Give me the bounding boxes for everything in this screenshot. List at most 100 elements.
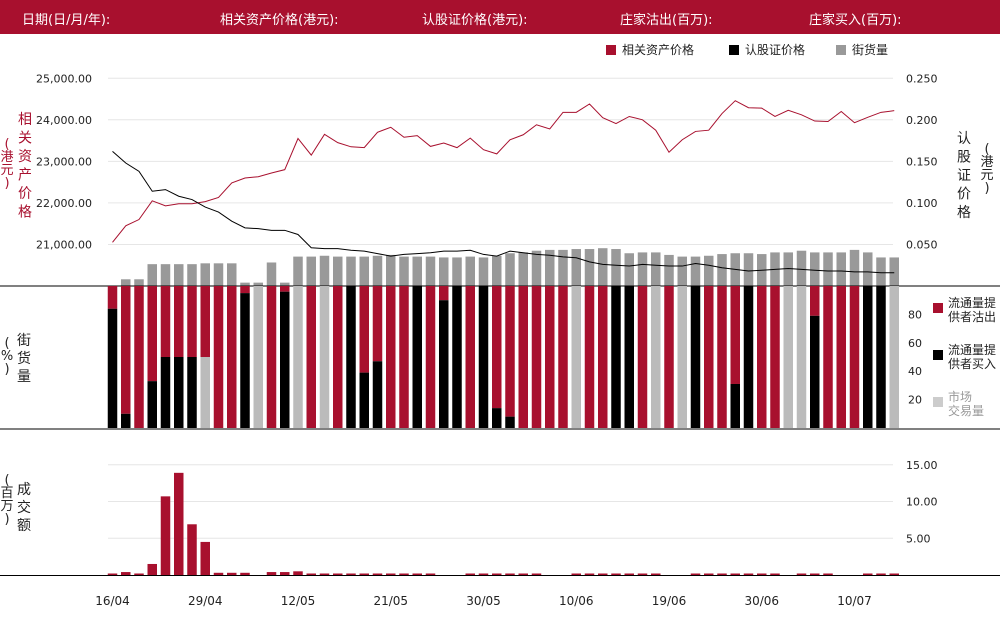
outstanding-bar: [611, 249, 621, 286]
middle-axis-title-char: 街: [17, 333, 31, 349]
x-tick-label: 12/05: [281, 594, 316, 608]
turnover-bar: [518, 573, 528, 575]
market-volume-bar: [889, 286, 899, 428]
mm-sell-bar: [147, 286, 157, 382]
y-left-tick-label: 23,000.00: [36, 155, 92, 168]
mm-sell-bar: [757, 286, 767, 428]
outstanding-bar: [598, 248, 608, 286]
turnover-bar: [478, 573, 489, 575]
mm-sell-bar: [518, 286, 528, 428]
y-left-axis-title-char: 关: [18, 131, 32, 147]
mm-sell-bar: [333, 286, 343, 428]
mm-sell-bar: [425, 286, 436, 428]
y-left-axis-unit-char: (: [4, 137, 9, 152]
turnover-bar: [333, 573, 343, 575]
outstanding-bar: [425, 256, 436, 286]
outstanding-bar: [187, 264, 197, 286]
bottom-tick-label: 5.00: [906, 532, 931, 545]
mm-buy-bar: [743, 286, 754, 428]
bottom-axis-title-char: 额: [17, 518, 31, 534]
mm-sell-bar: [730, 286, 740, 384]
mm-buy-bar: [439, 300, 449, 428]
y-right-axis-title-char: 认: [957, 131, 971, 147]
y-left-axis-title-char: 产: [18, 168, 32, 184]
market-volume-bar: [293, 286, 303, 428]
turnover-bar: [584, 573, 595, 575]
mm-sell-bar: [399, 286, 409, 428]
turnover-bar: [134, 573, 144, 575]
mm-sell-bar: [558, 286, 568, 428]
outstanding-bar: [863, 252, 873, 286]
mm-sell-bar: [174, 286, 184, 357]
chart-header: 日期(日/月/年): 相关资产价格(港元): 认股证价格(港元): 庄家沽出(百…: [0, 0, 1000, 34]
mm-sell-bar: [836, 286, 846, 428]
x-tick-label: 29/04: [188, 594, 223, 608]
turnover-bar: [280, 572, 290, 575]
mm-sell-bar: [849, 286, 860, 428]
outstanding-bar: [319, 255, 330, 286]
legend-market-label: 市场: [948, 389, 972, 404]
y-left-axis-title-char: 价: [18, 186, 32, 202]
bottom-axis-unit-char: ): [4, 512, 9, 527]
outstanding-bar: [584, 249, 595, 286]
outstanding-bar: [439, 257, 449, 286]
mm-buy-bar: [147, 381, 157, 428]
outstanding-bar: [200, 263, 210, 286]
mm-sell-bar: [704, 286, 714, 428]
y-left-tick-label: 22,000.00: [36, 197, 92, 210]
x-tick-label: 21/05: [373, 594, 408, 608]
outstanding-bar: [836, 252, 846, 286]
outstanding-bar: [412, 256, 422, 286]
y-right-axis-title-char: 格: [957, 205, 971, 221]
asset-price-line: [112, 100, 895, 243]
turnover-bar: [306, 573, 316, 575]
mm-sell-bar: [810, 286, 820, 316]
market-volume-bar: [319, 286, 330, 428]
mm-sell-bar: [584, 286, 595, 428]
mm-sell-bar: [227, 286, 237, 428]
y-left-tick-label: 24,000.00: [36, 114, 92, 127]
outstanding-bar: [266, 262, 277, 286]
y-right-axis-unit-char: 元: [980, 168, 993, 183]
bottom-axis-unit-char: 百: [0, 486, 13, 501]
turnover-bar: [412, 573, 422, 575]
y-right-tick-label: 0.050: [906, 238, 938, 251]
outstanding-bar: [624, 253, 634, 286]
mm-sell-bar: [439, 286, 449, 301]
mm-buy-bar: [160, 357, 171, 428]
mm-sell-bar: [266, 286, 277, 428]
mm-buy-bar: [107, 308, 118, 428]
asset-price-label: 相关资产价格(港元):: [220, 13, 339, 28]
turnover-bar: [757, 573, 767, 575]
legend-mm-sell-swatch: [933, 303, 943, 313]
x-tick-label: 10/07: [837, 594, 872, 608]
turnover-bar: [571, 573, 581, 575]
mm-buy-bar: [624, 286, 634, 428]
turnover-bar: [717, 573, 727, 575]
middle-tick-label: 80: [908, 308, 922, 321]
bottom-axis-title-char: 交: [17, 499, 31, 516]
outstanding-bar: [465, 256, 475, 286]
middle-tick-label: 20: [908, 394, 922, 407]
mm-sell-bar: [664, 286, 674, 428]
mm-buy-bar: [810, 315, 820, 428]
turnover-bar: [624, 573, 634, 575]
outstanding-bar: [849, 249, 860, 286]
turnover-bar: [690, 573, 701, 575]
turnover-bar: [227, 572, 237, 575]
outstanding-bar: [796, 250, 807, 286]
outstanding-bar: [664, 254, 674, 286]
y-left-axis-title-char: 资: [18, 149, 32, 165]
market-volume-bar: [677, 286, 687, 428]
y-right-axis-title-char: 价: [957, 187, 971, 203]
mm-buy-bar: [174, 357, 184, 428]
outstanding-bar: [889, 257, 899, 286]
mm-sell-bar: [770, 286, 780, 428]
outstanding-bar: [306, 256, 316, 286]
turnover-bar: [121, 572, 131, 575]
mm-sell-bar: [492, 286, 502, 409]
mm-sell-bar: [505, 286, 515, 417]
turnover-bar: [240, 572, 250, 575]
y-right-tick-label: 0.250: [906, 72, 938, 85]
legend-warrant-label: 认股证价格: [745, 42, 805, 57]
